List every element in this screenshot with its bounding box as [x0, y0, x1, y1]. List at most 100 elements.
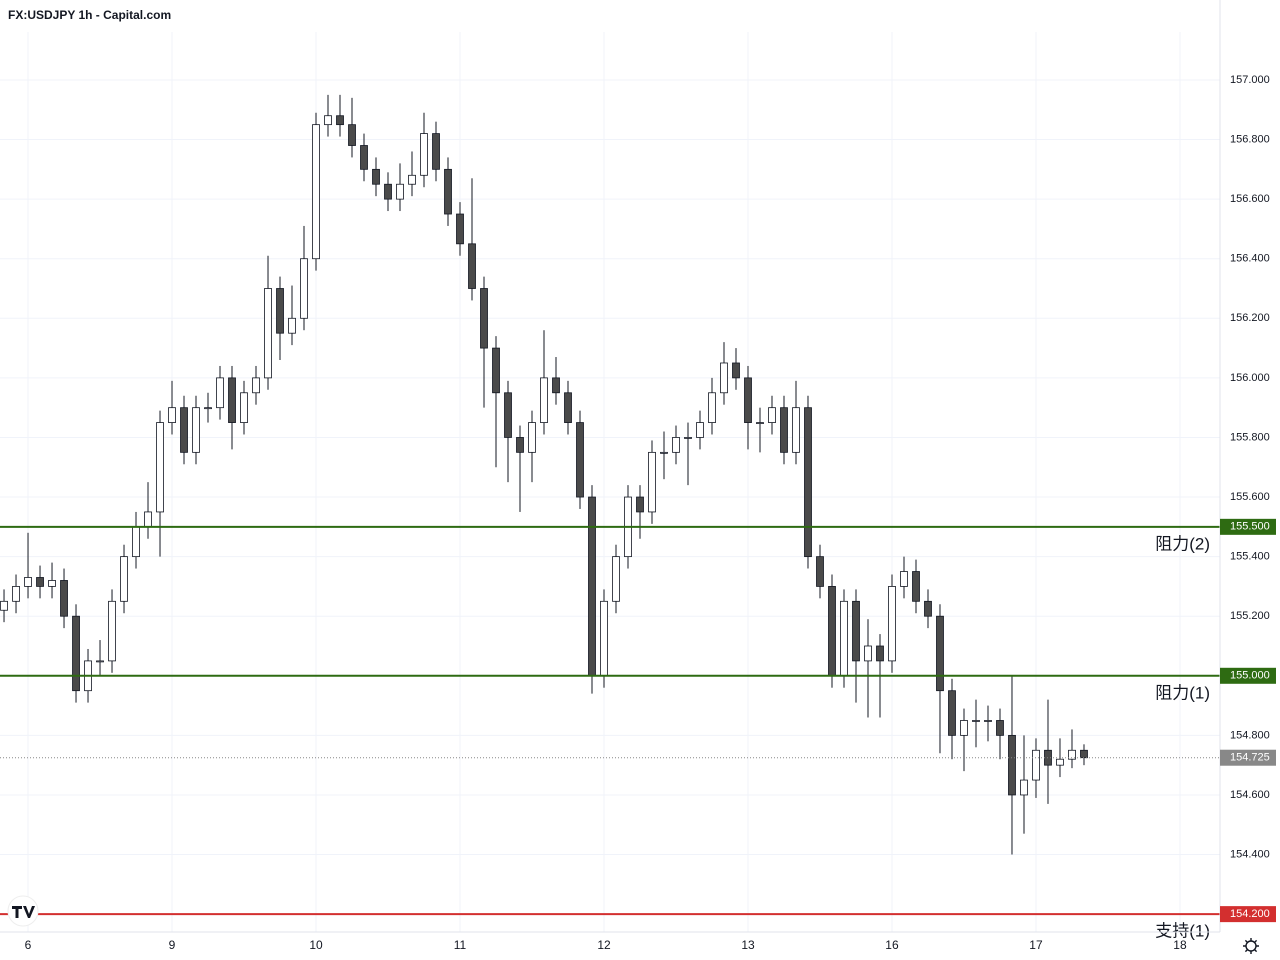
candle-body [804, 407, 812, 558]
candle-body [612, 556, 620, 602]
candle-body [948, 690, 956, 736]
candle-body [648, 451, 656, 513]
candle-body [972, 720, 980, 722]
y-tick-label: 157.000 [1230, 74, 1270, 86]
candle-body [516, 437, 524, 453]
candle-body [456, 213, 464, 245]
y-tick-label: 154.600 [1230, 789, 1270, 801]
candle-body [384, 183, 392, 200]
candle-body [552, 377, 560, 394]
candle-body [840, 600, 848, 677]
x-tick-label: 11 [454, 938, 467, 952]
candle-body [540, 377, 548, 423]
candle-body [96, 660, 104, 663]
candle-body [636, 496, 644, 513]
candle-body [564, 392, 572, 423]
candle-body [336, 115, 344, 126]
x-tick-label: 10 [309, 938, 323, 952]
x-tick-label: 17 [1029, 938, 1043, 952]
candle-body [936, 615, 944, 692]
price-tag-label: 155.000 [1230, 670, 1270, 682]
candle-body [36, 577, 44, 587]
price-tag-label: 155.500 [1230, 521, 1270, 533]
candle-body [132, 526, 140, 558]
candle-body [348, 124, 356, 146]
candle-body [672, 437, 680, 453]
candle-body [1068, 749, 1076, 760]
settings-icon[interactable] [1243, 938, 1259, 954]
candle-body [768, 407, 776, 423]
candle-body [504, 392, 512, 438]
candle-body [444, 168, 452, 215]
candle-body [408, 174, 416, 185]
x-tick-label: 18 [1173, 938, 1187, 952]
candle-body [984, 720, 992, 722]
candle-body [228, 377, 236, 423]
x-tick-label: 6 [25, 938, 32, 952]
candle-body [396, 183, 404, 200]
y-tick-label: 154.800 [1230, 729, 1270, 741]
candle-body [708, 392, 716, 423]
candle-body [1056, 758, 1064, 766]
candle-body [492, 347, 500, 394]
candle-body [816, 556, 824, 587]
price-tag-label: 154.200 [1230, 908, 1270, 920]
candle-body [372, 168, 380, 185]
candle-body [912, 571, 920, 602]
chart-title: FX:USDJPY 1h - Capital.com [8, 8, 171, 22]
price-tag-label: 154.725 [1230, 752, 1270, 764]
y-tick-label: 156.000 [1230, 372, 1270, 384]
candle-body [480, 288, 488, 349]
candle-body [852, 600, 860, 662]
candle-body [180, 407, 188, 453]
candle-body [600, 600, 608, 677]
x-tick-label: 13 [741, 938, 755, 952]
candle-body [864, 645, 872, 662]
candle-body [960, 720, 968, 736]
candle-body [576, 422, 584, 498]
y-tick-label: 156.400 [1230, 253, 1270, 265]
y-tick-label: 156.600 [1230, 193, 1270, 205]
y-tick-label: 155.800 [1230, 431, 1270, 443]
price-tag [1220, 667, 1276, 684]
candle-body [1080, 749, 1088, 759]
candle-body [468, 243, 476, 289]
candle-body [900, 571, 908, 587]
candle-body [756, 422, 764, 424]
candle-body [48, 580, 56, 587]
x-tick-label: 9 [169, 938, 176, 952]
y-tick-label: 154.400 [1230, 848, 1270, 860]
candle-body [288, 317, 296, 334]
candle-body [156, 422, 164, 513]
level-name: 阻力(1) [1155, 683, 1210, 702]
candle-body [216, 377, 224, 409]
candle-body [60, 580, 68, 617]
candle-body [0, 600, 8, 611]
price-tag [1220, 749, 1276, 766]
candle-body [192, 407, 200, 453]
candle-body [780, 407, 788, 453]
candle-body [588, 496, 596, 677]
plot: 阻力(2) 阻力(1) 支持(1) [0, 94, 1220, 941]
candle-body [432, 133, 440, 170]
candle-body [720, 362, 728, 394]
y-tick-label: 156.200 [1230, 312, 1270, 324]
candle-body [792, 407, 800, 453]
candle-body [120, 556, 128, 602]
candle-body [996, 720, 1004, 736]
candle-body [696, 422, 704, 438]
candle-body [360, 145, 368, 170]
price-tag [1220, 518, 1276, 535]
x-tick-label: 16 [885, 938, 899, 952]
candle-body [1020, 779, 1028, 796]
candle-body [264, 288, 272, 379]
candle-body [876, 645, 884, 662]
candle-body [888, 586, 896, 662]
candle-body [1008, 734, 1016, 796]
y-tick-label: 155.200 [1230, 610, 1270, 622]
candle-body [168, 407, 176, 423]
logo [7, 895, 39, 927]
